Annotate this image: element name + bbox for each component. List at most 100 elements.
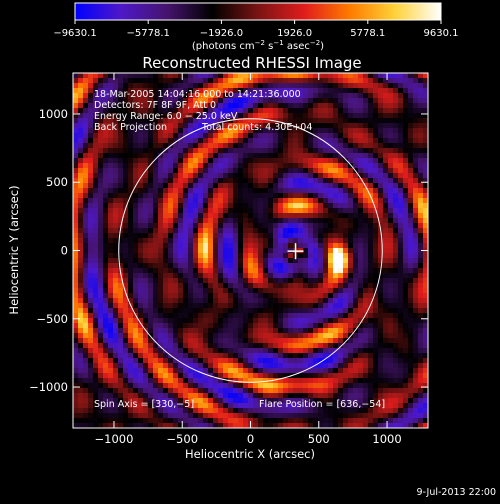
heatmap-cell [153, 373, 158, 378]
heatmap-cell [323, 248, 328, 253]
heatmap-cell [408, 298, 413, 303]
heatmap-cell [258, 263, 263, 268]
heatmap-cell [173, 183, 178, 188]
heatmap-cell [293, 323, 298, 328]
heatmap-cell [133, 133, 138, 138]
heatmap-cell [278, 288, 283, 293]
heatmap-cell [338, 143, 343, 148]
heatmap-cell [93, 308, 98, 313]
heatmap-cell [303, 218, 308, 223]
heatmap-cell [268, 138, 273, 143]
heatmap-cell [153, 253, 158, 258]
heatmap-cell [148, 228, 153, 233]
heatmap-cell [413, 73, 418, 78]
heatmap-cell [263, 278, 268, 283]
heatmap-cell [223, 193, 228, 198]
heatmap-cell [263, 368, 268, 373]
heatmap-cell [318, 108, 323, 113]
heatmap-cell [103, 233, 108, 238]
heatmap-cell [268, 253, 273, 258]
heatmap-cell [253, 243, 258, 248]
heatmap-cell [263, 293, 268, 298]
heatmap-cell [243, 293, 248, 298]
heatmap-cell [303, 248, 308, 253]
heatmap-cell [233, 153, 238, 158]
heatmap-cell [373, 108, 378, 113]
heatmap-cell [168, 358, 173, 363]
heatmap-cell [383, 213, 388, 218]
heatmap-cell [253, 358, 258, 363]
heatmap-cell [258, 333, 263, 338]
heatmap-cell [123, 338, 128, 343]
heatmap-cell [358, 358, 363, 363]
heatmap-cell [113, 353, 118, 358]
heatmap-cell [388, 353, 393, 358]
heatmap-cell [233, 383, 238, 388]
heatmap-cell [233, 343, 238, 348]
heatmap-cell [418, 133, 423, 138]
heatmap-cell [148, 148, 153, 153]
heatmap-cell [168, 388, 173, 393]
heatmap-cell [423, 158, 428, 163]
heatmap-cell [408, 198, 413, 203]
heatmap-cell [173, 418, 178, 423]
heatmap-cell [208, 198, 213, 203]
heatmap-cell [353, 118, 358, 123]
heatmap-cell [98, 413, 103, 418]
heatmap-cell [83, 178, 88, 183]
heatmap-cell [223, 278, 228, 283]
heatmap-cell [128, 283, 133, 288]
heatmap-cell [223, 403, 228, 408]
heatmap-cell [108, 168, 113, 173]
heatmap-cell [208, 298, 213, 303]
heatmap-cell [283, 223, 288, 228]
heatmap-cell [333, 103, 338, 108]
heatmap-cell [328, 173, 333, 178]
heatmap-cell [403, 153, 408, 158]
heatmap-cell [318, 158, 323, 163]
heatmap-cell [78, 233, 83, 238]
heatmap-cell [78, 163, 83, 168]
heatmap-cell [228, 188, 233, 193]
heatmap-cell [278, 173, 283, 178]
heatmap-cell [403, 343, 408, 348]
heatmap-cell [203, 413, 208, 418]
heatmap-cell [343, 113, 348, 118]
heatmap-cell [93, 368, 98, 373]
heatmap-cell [283, 343, 288, 348]
heatmap-cell [133, 213, 138, 218]
heatmap-cell [403, 403, 408, 408]
heatmap-cell [388, 308, 393, 313]
heatmap-cell [368, 78, 373, 83]
heatmap-cell [418, 148, 423, 153]
heatmap-cell [88, 218, 93, 223]
heatmap-cell [368, 178, 373, 183]
heatmap-cell [153, 333, 158, 338]
heatmap-cell [328, 318, 333, 323]
heatmap-cell [393, 93, 398, 98]
heatmap-cell [313, 303, 318, 308]
heatmap-cell [158, 358, 163, 363]
heatmap-cell [338, 173, 343, 178]
heatmap-cell [98, 203, 103, 208]
heatmap-cell [73, 133, 78, 138]
heatmap-cell [413, 133, 418, 138]
heatmap-cell [418, 73, 423, 78]
heatmap-cell [298, 113, 303, 118]
heatmap-cell [258, 73, 263, 78]
heatmap-cell [323, 218, 328, 223]
heatmap-cell [403, 158, 408, 163]
heatmap-cell [403, 228, 408, 233]
heatmap-cell [78, 213, 83, 218]
heatmap-cell [423, 183, 428, 188]
heatmap-cell [198, 243, 203, 248]
heatmap-cell [93, 248, 98, 253]
heatmap-cell [108, 323, 113, 328]
heatmap-cell [233, 268, 238, 273]
heatmap-cell [123, 243, 128, 248]
heatmap-cell [333, 168, 338, 173]
heatmap-cell [188, 328, 193, 333]
heatmap-cell [118, 168, 123, 173]
heatmap-cell [273, 298, 278, 303]
heatmap-cell [343, 133, 348, 138]
